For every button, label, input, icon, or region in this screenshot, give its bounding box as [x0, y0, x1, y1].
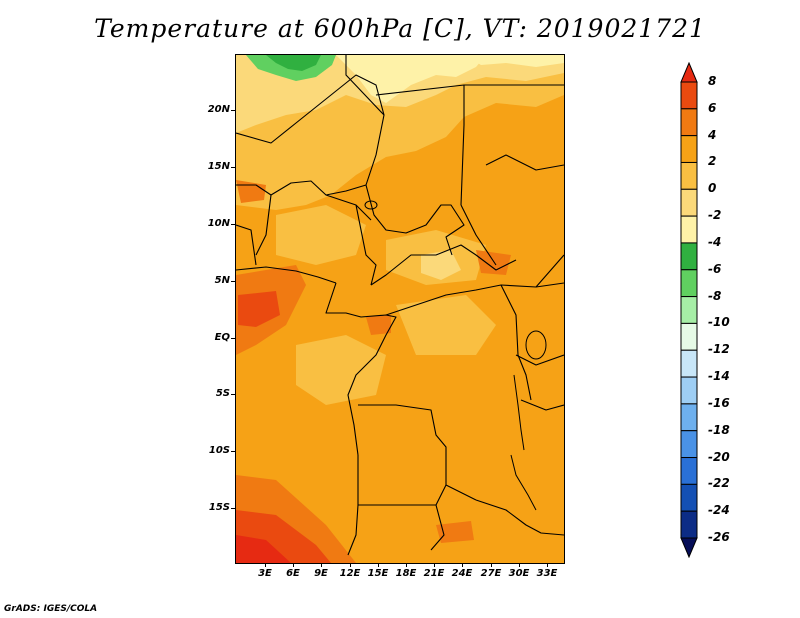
colorbar — [680, 62, 698, 558]
colorbar-tick-label: -20 — [708, 449, 730, 464]
lon-label-15e: 15E — [367, 568, 389, 579]
field-patch-warm4-ne — [476, 250, 511, 275]
lat-label-20n: 20N — [207, 104, 230, 115]
lon-tick — [462, 563, 463, 567]
lon-label-18e: 18E — [395, 568, 417, 579]
lon-label-12e: 12E — [339, 568, 361, 579]
lat-tick — [231, 281, 235, 282]
lat-tick — [231, 110, 235, 111]
lat-tick — [231, 224, 235, 225]
colorbar-box — [680, 269, 698, 298]
colorbar-tick-label: 6 — [708, 100, 717, 115]
colorbar-tick-label: -4 — [708, 234, 722, 249]
colorbar-tick-label: -24 — [708, 503, 730, 518]
lat-tick — [231, 338, 235, 339]
lat-label-eq: EQ — [214, 332, 230, 343]
lon-tick — [491, 563, 492, 567]
colorbar-box — [680, 242, 698, 271]
field-band-cold-ne — [464, 55, 564, 67]
colorbar-bottom-triangle — [680, 537, 698, 558]
colorbar-box — [680, 349, 698, 378]
colorbar-tick-label: -2 — [708, 208, 722, 223]
colorbar-tick-label: 2 — [708, 154, 717, 169]
field-patch-warm4-s — [436, 521, 474, 543]
colorbar-box — [680, 81, 698, 110]
colorbar-tick-label: 4 — [708, 127, 717, 142]
field-patch-cool2-e — [421, 250, 461, 280]
lat-label-10s: 10S — [208, 445, 230, 456]
lon-tick — [406, 563, 407, 567]
colorbar-box — [680, 108, 698, 137]
lat-label-5n: 5N — [214, 275, 230, 286]
colorbar-box — [680, 135, 698, 163]
field-patch-warm0-d — [396, 295, 496, 355]
lon-tick — [519, 563, 520, 567]
colorbar-box — [680, 430, 698, 459]
lon-label-30e: 30E — [508, 568, 530, 579]
lon-tick — [547, 563, 548, 567]
colorbar-tick-label: -14 — [708, 369, 730, 384]
colorbar-box — [680, 296, 698, 324]
lat-tick — [231, 394, 235, 395]
colorbar-tick-label: -12 — [708, 342, 730, 357]
colorbar-tick-label: 0 — [708, 181, 717, 196]
colorbar-tick-label: -10 — [708, 315, 730, 330]
lon-label-3e: 3E — [258, 568, 272, 579]
lon-tick — [265, 563, 266, 567]
field-patch-warm0-a — [276, 205, 366, 265]
field-patch-warm0-c — [296, 335, 386, 405]
lon-tick — [434, 563, 435, 567]
lat-label-15n: 15N — [207, 161, 230, 172]
colorbar-box — [680, 376, 698, 405]
field-band-coldest-north — [336, 55, 486, 103]
colorbar-box — [680, 215, 698, 244]
colorbar-box — [680, 161, 698, 190]
lon-tick — [321, 563, 322, 567]
field-patch-warm4-nw — [236, 180, 266, 203]
lat-tick — [231, 451, 235, 452]
temperature-field-map — [236, 55, 564, 563]
map-title: Temperature at 600hPa [C], VT: 201902172… — [94, 14, 706, 43]
lat-tick — [231, 167, 235, 168]
lon-label-21e: 21E — [423, 568, 445, 579]
lon-tick — [350, 563, 351, 567]
lon-label-9e: 9E — [314, 568, 328, 579]
colorbar-box — [680, 322, 698, 351]
colorbar-tick-label: -6 — [708, 261, 722, 276]
field-strip-hot6-west — [238, 291, 280, 327]
lon-label-24e: 24E — [451, 568, 473, 579]
lake-outlines — [364, 200, 547, 511]
colorbar-tick-label: -16 — [708, 395, 730, 410]
colorbar-box — [680, 403, 698, 432]
lon-label-33e: 33E — [536, 568, 558, 579]
lat-tick — [231, 508, 235, 509]
colorbar-box — [680, 483, 698, 512]
lon-label-6e: 6E — [286, 568, 300, 579]
colorbar-top-triangle — [680, 62, 698, 83]
lat-label-5s: 5S — [215, 388, 230, 399]
colorbar-box — [680, 188, 698, 217]
colorbar-tick-label: 8 — [708, 74, 717, 88]
colorbar-tick-label: -22 — [708, 476, 730, 491]
colorbar-tick-label: -8 — [708, 288, 722, 303]
field-sw-hot8 — [236, 535, 291, 563]
field-band-green-core — [266, 55, 321, 71]
lon-label-27e: 27E — [480, 568, 502, 579]
lon-tick — [378, 563, 379, 567]
footer-credit: GrADS: IGES/COLA — [4, 604, 98, 614]
colorbar-box — [680, 457, 698, 485]
lat-label-15s: 15S — [208, 502, 230, 513]
field-patch-warm4-c — [366, 315, 391, 335]
colorbar-tick-label: -26 — [708, 530, 730, 544]
colorbar-box — [680, 510, 698, 539]
map-plot-area — [235, 54, 565, 564]
lon-tick — [293, 563, 294, 567]
lat-label-10n: 10N — [207, 218, 230, 229]
country-borders — [236, 55, 564, 556]
colorbar-tick-label: -18 — [708, 422, 730, 437]
